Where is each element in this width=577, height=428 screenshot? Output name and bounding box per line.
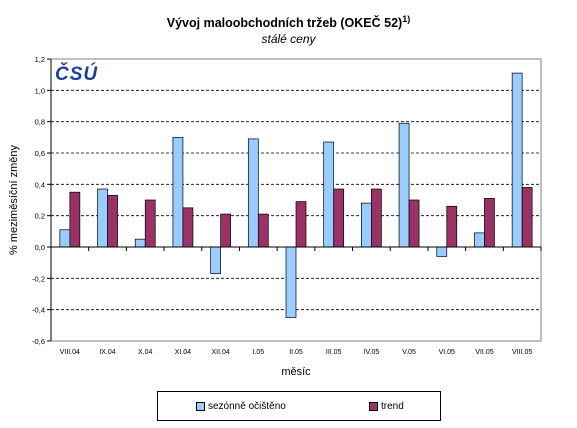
legend: sezónně očištěno trend	[157, 391, 441, 421]
bar-seasonal	[134, 238, 146, 248]
bar-trend	[107, 194, 118, 248]
x-tick-label: V.05	[402, 349, 416, 356]
bars	[59, 72, 533, 318]
bar-trend	[333, 188, 345, 248]
y-tick-label: 1,2	[35, 55, 45, 64]
y-tick-label: 0,4	[35, 180, 45, 189]
x-tick-label: VIII.04	[60, 349, 80, 356]
y-tick-label: 0,2	[35, 212, 45, 221]
bar-seasonal	[285, 246, 297, 318]
bar-trend	[521, 187, 533, 248]
x-tick-label: II.05	[289, 349, 303, 356]
bar-seasonal	[172, 136, 184, 248]
x-tick-label: XII.04	[211, 349, 229, 356]
legend-swatch-seasonal	[196, 402, 205, 411]
bar-trend	[69, 191, 81, 248]
x-tick-label: VI.05	[439, 349, 455, 356]
bar-seasonal	[210, 246, 221, 274]
csu-logo: ČSÚ	[55, 64, 99, 85]
y-tick-label: -0,2	[32, 274, 45, 283]
y-tick-label: 0,6	[35, 149, 45, 158]
bar-trend	[220, 213, 231, 248]
bar-trend	[408, 199, 420, 248]
legend-swatch-trend	[369, 402, 378, 411]
bar-seasonal	[398, 122, 410, 248]
bar-trend	[144, 199, 156, 248]
bar-seasonal	[511, 72, 523, 248]
bar-trend	[371, 188, 382, 248]
bar-trend	[182, 207, 194, 248]
bar-seasonal	[247, 138, 259, 248]
y-tick-label: 0,0	[35, 243, 45, 252]
y-tick-label: 1,0	[35, 86, 45, 95]
x-tick-label: IX.04	[99, 349, 115, 356]
x-tick-label: XI.04	[175, 349, 191, 356]
chart-title-footnote: 1)	[402, 14, 411, 24]
bar-seasonal	[361, 202, 372, 248]
bar-trend	[446, 205, 458, 248]
chart-subtitle: stálé ceny	[261, 32, 316, 46]
tick-labels: 1,2 1,0 0,8 0,6 0,4 0,2 0,0 -0,2 -0,4 -0,6 VIII.04…	[8, 55, 532, 378]
legend-item-trend: trend	[369, 401, 404, 412]
bar-seasonal	[323, 141, 335, 248]
bar-seasonal	[474, 232, 485, 248]
axes	[47, 58, 542, 342]
chart-title-text: Vývoj maloobchodních tržeb (OKEČ 52)	[166, 16, 403, 31]
x-tick-label: X.04	[138, 349, 153, 356]
x-tick-label: IV.05	[364, 349, 380, 356]
y-axis-title: % meziměsíční změny	[8, 144, 20, 255]
x-tick-label: I.05	[252, 349, 264, 356]
x-axis-title: měsíc	[281, 366, 311, 378]
chart-title: Vývoj maloobchodních tržeb (OKEČ 52)1)	[0, 14, 577, 30]
y-tick-label: 0,8	[35, 118, 45, 127]
bar-trend	[484, 198, 495, 248]
x-tick-label: III.05	[326, 349, 342, 356]
y-tick-label: -0,6	[32, 337, 45, 346]
y-tick-label: -0,4	[32, 306, 45, 315]
bar-seasonal	[59, 229, 71, 248]
legend-label-seasonal: sezónně očištěno	[208, 401, 286, 412]
x-tick-label: VII.05	[475, 349, 493, 356]
bar-trend	[257, 213, 269, 248]
legend-item-seasonal: sezónně očištěno	[196, 401, 286, 412]
legend-label-trend: trend	[381, 401, 404, 412]
bar-seasonal	[97, 188, 108, 248]
x-tick-label: VIII.05	[512, 349, 532, 356]
bar-seasonal	[436, 246, 448, 257]
bar-trend	[295, 201, 307, 248]
